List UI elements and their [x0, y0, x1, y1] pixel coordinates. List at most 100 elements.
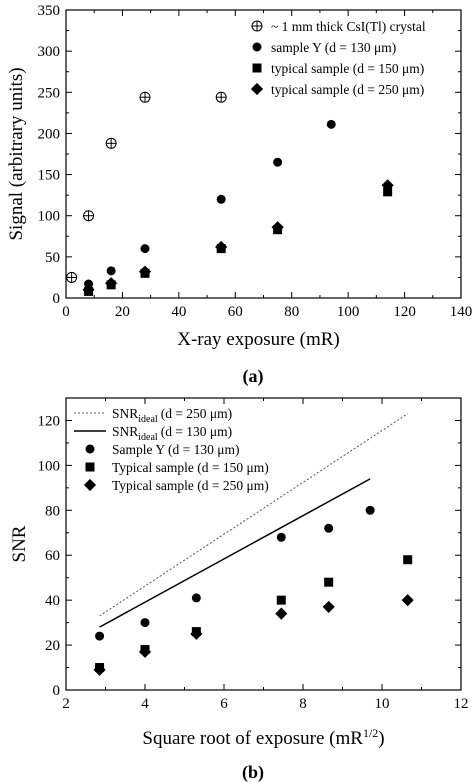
b-data-point [403, 555, 413, 565]
b-legend-label-main: SNR [112, 424, 138, 439]
a-series-1 [84, 119, 336, 289]
b-y-axis-label: SNR [9, 525, 30, 562]
a-series-3 [82, 179, 394, 296]
a-legend-marker [251, 20, 263, 32]
b-data-point [324, 523, 334, 533]
a-x-tick-label: 40 [171, 304, 186, 320]
b-y-tick-label: 60 [45, 548, 60, 564]
a-series-0 [66, 91, 227, 283]
b-legend-label: Typical sample (d = 250 μm) [112, 478, 269, 493]
a-y-tick-label: 150 [38, 168, 61, 184]
b-data-point [140, 618, 150, 628]
b-data-point [276, 595, 286, 605]
a-x-tick-label: 20 [115, 304, 130, 320]
b-y-tick-label: 0 [53, 683, 61, 699]
b-y-tick-label: 120 [38, 413, 61, 429]
b-series-2 [93, 594, 414, 676]
a-y-axis-label: Signal (arbitrary units) [6, 67, 27, 240]
a-data-point [273, 157, 283, 167]
b-legend-marker [83, 478, 97, 492]
a-y-tick-label: 200 [38, 126, 61, 142]
b-ideal-line-0 [99, 413, 408, 617]
b-y-tick-label: 100 [38, 458, 61, 474]
b-x-tick-label: 12 [454, 696, 469, 712]
b-panel-label: (b) [242, 762, 264, 782]
b-x-tick-label: 4 [141, 696, 149, 712]
a-x-tick-label: 120 [393, 304, 416, 320]
b-data-point [275, 607, 288, 620]
b-data-point [324, 577, 334, 587]
b-legend-label-main: SNR [112, 406, 138, 421]
a-data-point [326, 119, 336, 129]
a-x-axis-label: X-ray exposure (mR) [177, 329, 340, 350]
a-y-tick-label: 300 [38, 44, 61, 60]
b-legend-label: SNRideal (d = 250 μm) [112, 406, 232, 425]
a-data-point [138, 265, 152, 278]
b-ideal-line-1 [99, 478, 371, 628]
b-data-point [138, 645, 152, 658]
a-panel-label: (a) [243, 366, 264, 387]
b-y-tick-label: 40 [45, 593, 60, 609]
a-data-point [215, 240, 228, 254]
a-data-point [271, 221, 284, 234]
b-legend-label: SNRideal (d = 130 μm) [112, 424, 232, 443]
a-plot-frame [65, 9, 462, 299]
a-series-2 [84, 187, 393, 296]
b-legend-marker [85, 462, 95, 472]
b-data-point [93, 663, 106, 676]
b-legend-label-rest: (d = 250 μm) [161, 406, 232, 421]
b-data-point [95, 631, 105, 641]
a-x-tick-label: 80 [284, 304, 299, 320]
b-legend-label-rest: (d = 130 μm) [161, 424, 232, 439]
b-y-tick-label: 80 [45, 503, 60, 519]
a-data-point [215, 91, 227, 103]
b-legend-label-sub: ideal [138, 432, 158, 443]
b-data-point [365, 505, 375, 515]
a-data-point [82, 283, 95, 296]
a-data-point [383, 187, 393, 197]
b-x-axis-label-end: ) [378, 728, 384, 749]
b-x-tick-label: 8 [299, 696, 307, 712]
b-x-tick-label: 6 [220, 696, 228, 712]
b-legend-label-sub: ideal [138, 414, 158, 425]
b-data-point [322, 600, 335, 613]
a-y-tick-label: 350 [38, 3, 61, 19]
b-data-point [191, 593, 201, 603]
b-x-axis-label: Square root of exposure (mR1/2) [142, 726, 384, 749]
a-legend-marker [252, 63, 262, 73]
a-data-point [216, 194, 226, 204]
b-y-tick-label: 20 [45, 638, 60, 654]
a-legend-label: sample Y (d = 130 μm) [271, 40, 396, 55]
a-legend-label: ~ 1 mm thick CsI(Tl) crystal [271, 19, 426, 34]
a-data-point [106, 266, 116, 276]
b-data-point [401, 594, 414, 607]
b-legend-label: Typical sample (d = 150 μm) [112, 460, 269, 475]
b-series-0 [95, 505, 375, 641]
a-y-tick-label: 100 [38, 209, 61, 225]
a-data-point [83, 210, 95, 222]
a-data-point [105, 137, 117, 149]
a-data-point [381, 179, 394, 192]
b-x-axis-label-main: Square root of exposure (mR [142, 728, 363, 749]
a-y-tick-label: 250 [38, 85, 61, 101]
b-legend-label: Sample Y (d = 130 μm) [112, 442, 239, 457]
b-data-point [190, 627, 203, 640]
b-x-tick-label: 2 [62, 696, 70, 712]
a-legend-label: typical sample (d = 150 μm) [271, 61, 424, 76]
a-data-point [66, 271, 78, 283]
a-legend-marker [252, 42, 262, 52]
a-x-tick-label: 0 [62, 304, 70, 320]
a-x-tick-label: 100 [337, 304, 360, 320]
a-legend-marker [250, 82, 264, 96]
a-y-tick-label: 0 [53, 291, 61, 307]
a-y-tick-label: 50 [45, 250, 60, 266]
a-data-point [140, 244, 150, 254]
a-legend-label: typical sample (d = 250 μm) [271, 82, 424, 97]
b-x-tick-label: 10 [375, 696, 390, 712]
a-data-point [139, 91, 151, 103]
a-data-point [105, 277, 118, 290]
b-x-axis-label-sup: 1/2 [363, 726, 378, 740]
b-legend-marker [85, 444, 95, 454]
a-x-tick-label: 140 [450, 304, 473, 320]
